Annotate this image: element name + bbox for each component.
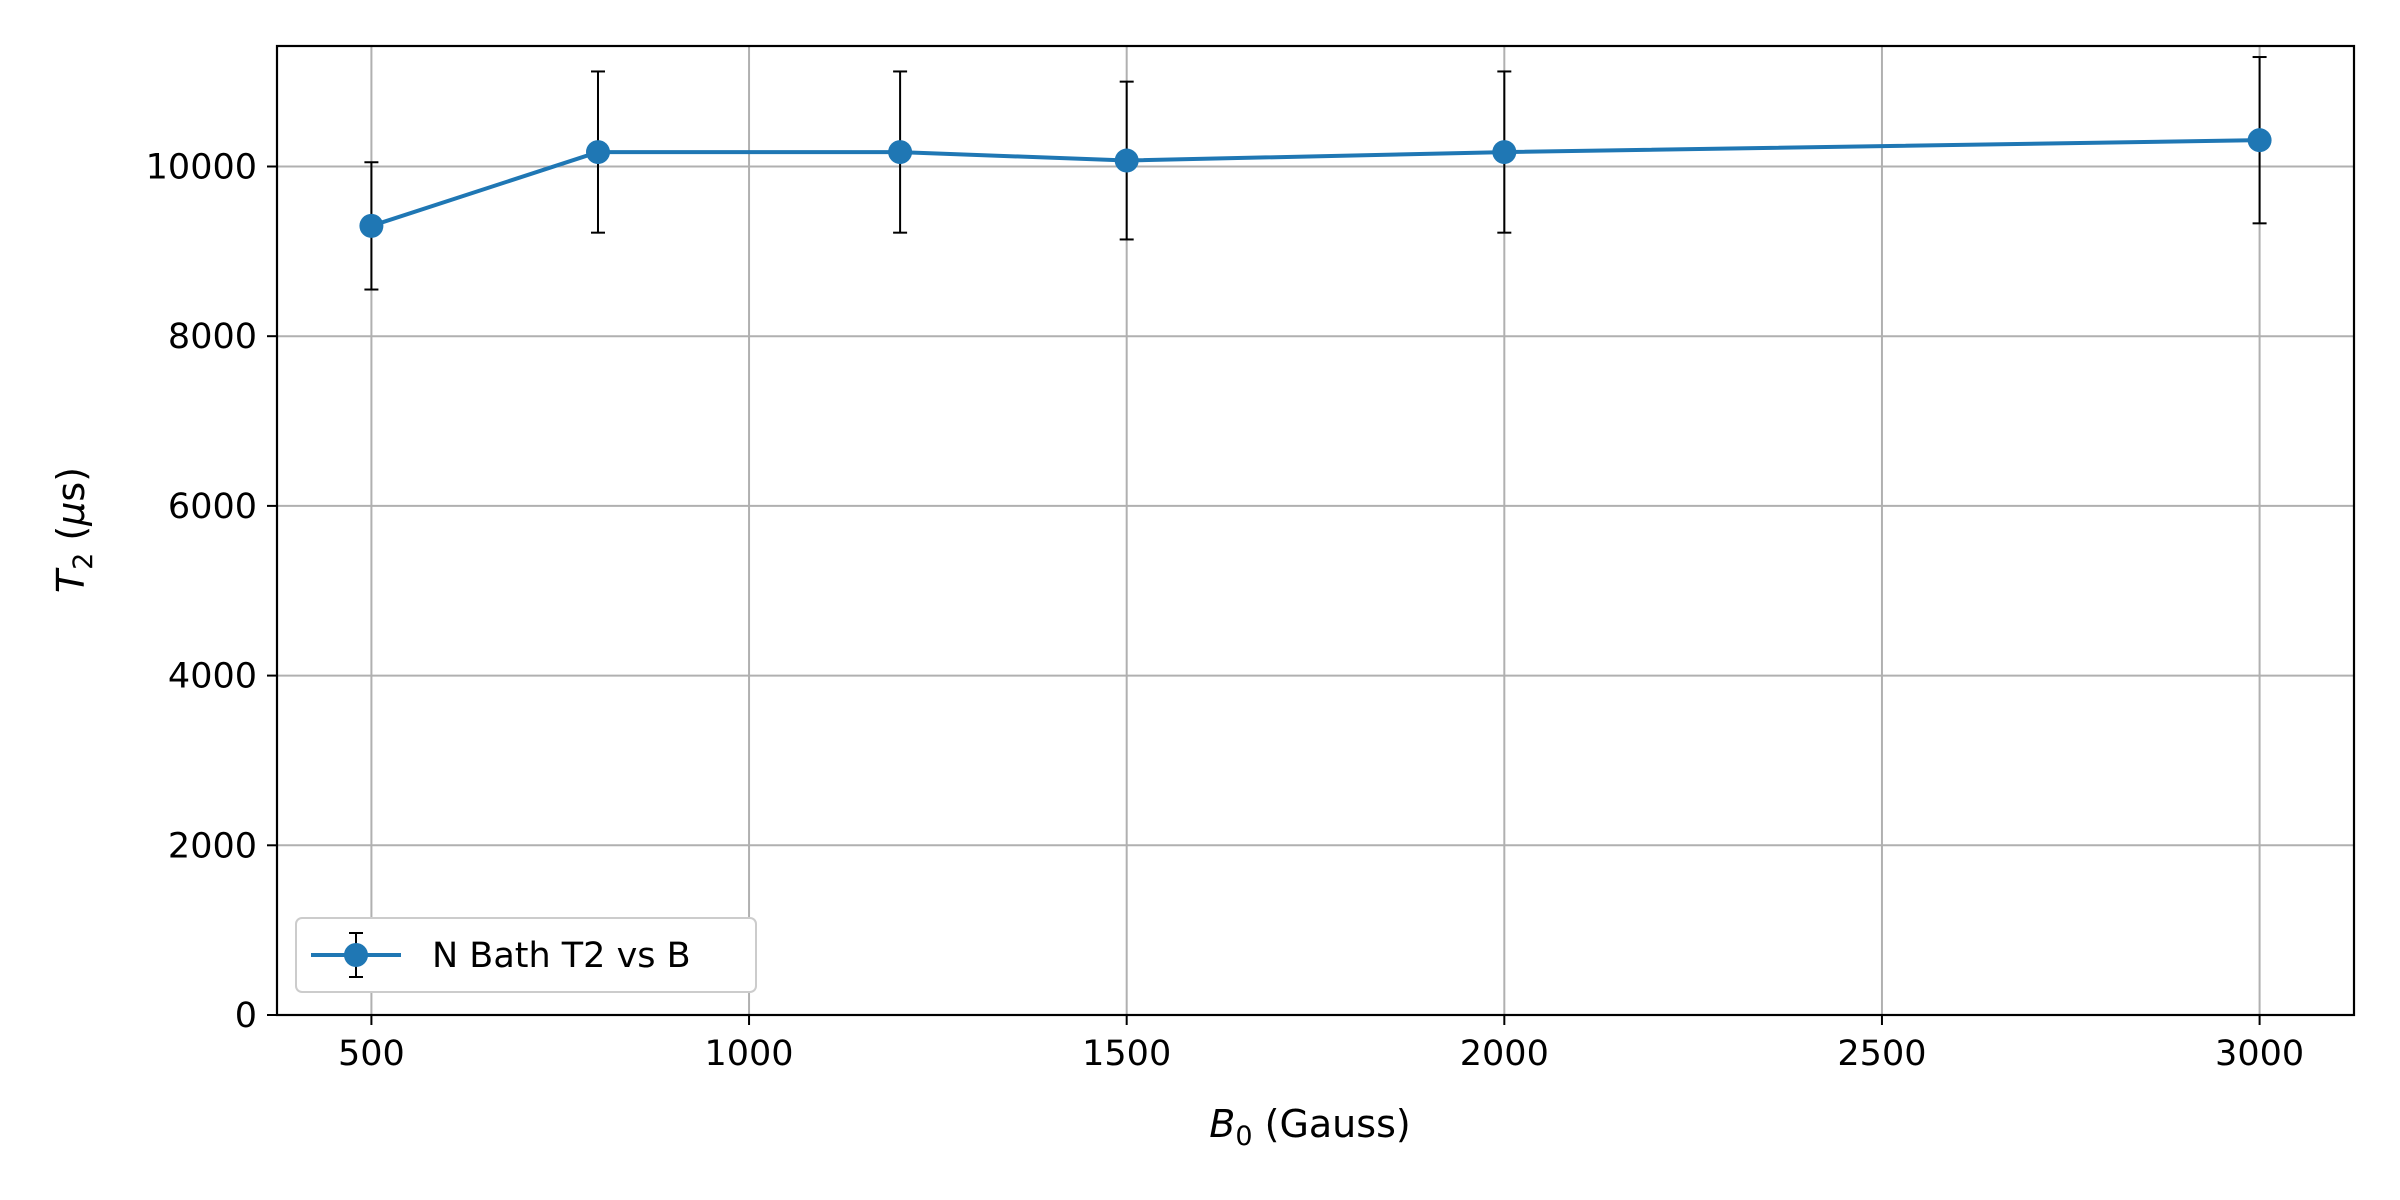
- y-axis-label: T2 (μs): [49, 467, 99, 593]
- series-line: [370, 138, 2260, 228]
- x-axis-label-unit: (Gauss): [1253, 1102, 1411, 1146]
- x-tick-label: 2000: [1460, 1034, 1549, 1074]
- x-tick-label: 3000: [2215, 1034, 2304, 1074]
- data-point: [2247, 128, 2272, 153]
- y-tick-label: 4000: [168, 657, 257, 697]
- x-tick-label: 2500: [1837, 1034, 1926, 1074]
- x-axis-label-subscript: 0: [1235, 1121, 1252, 1152]
- data-point: [585, 140, 610, 165]
- x-axis-label-symbol: B: [1209, 1102, 1235, 1146]
- x-tick-label: 1000: [705, 1034, 794, 1074]
- y-tick-label: 10000: [146, 147, 257, 187]
- plot-frame: [275, 44, 2356, 1017]
- data-point: [1114, 148, 1139, 173]
- x-tick-label: 1500: [1082, 1034, 1171, 1074]
- x-axis-label: B0 (Gauss): [1209, 1102, 1410, 1152]
- legend-box: [295, 917, 757, 993]
- y-axis-label-open: (: [49, 526, 93, 553]
- legend: N Bath T2 vs B: [295, 917, 757, 993]
- y-axis-label-subscript: 2: [68, 553, 99, 570]
- data-point: [888, 140, 913, 165]
- y-tick-label: 8000: [168, 317, 257, 357]
- data-point: [1492, 140, 1517, 165]
- axis-ticks: 500 1000 1500 2000 2500 3000 0 2000 4000 6000 8000…: [146, 147, 2304, 1074]
- y-axis-label-greek: μ: [49, 502, 93, 527]
- legend-point-marker: [344, 943, 368, 967]
- x-tick-label: 500: [338, 1034, 405, 1074]
- y-tick-label: 6000: [168, 487, 257, 527]
- y-axis-label-symbol: T: [49, 567, 93, 593]
- y-axis-label-close: s): [49, 467, 93, 502]
- y-tick-label: 0: [235, 996, 257, 1036]
- data-point: [359, 213, 384, 238]
- data-series: [359, 128, 2272, 238]
- legend-label: N Bath T2 vs B: [432, 936, 691, 976]
- y-tick-label: 2000: [168, 826, 257, 866]
